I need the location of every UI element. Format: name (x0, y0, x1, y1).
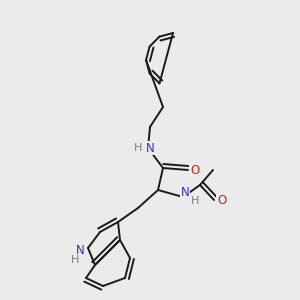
Text: O: O (190, 164, 200, 176)
Text: H: H (134, 143, 142, 153)
Text: N: N (146, 142, 154, 154)
Text: O: O (218, 194, 226, 206)
Text: H: H (191, 196, 199, 206)
Text: N: N (76, 244, 84, 256)
Text: N: N (181, 185, 189, 199)
Text: H: H (71, 255, 79, 265)
